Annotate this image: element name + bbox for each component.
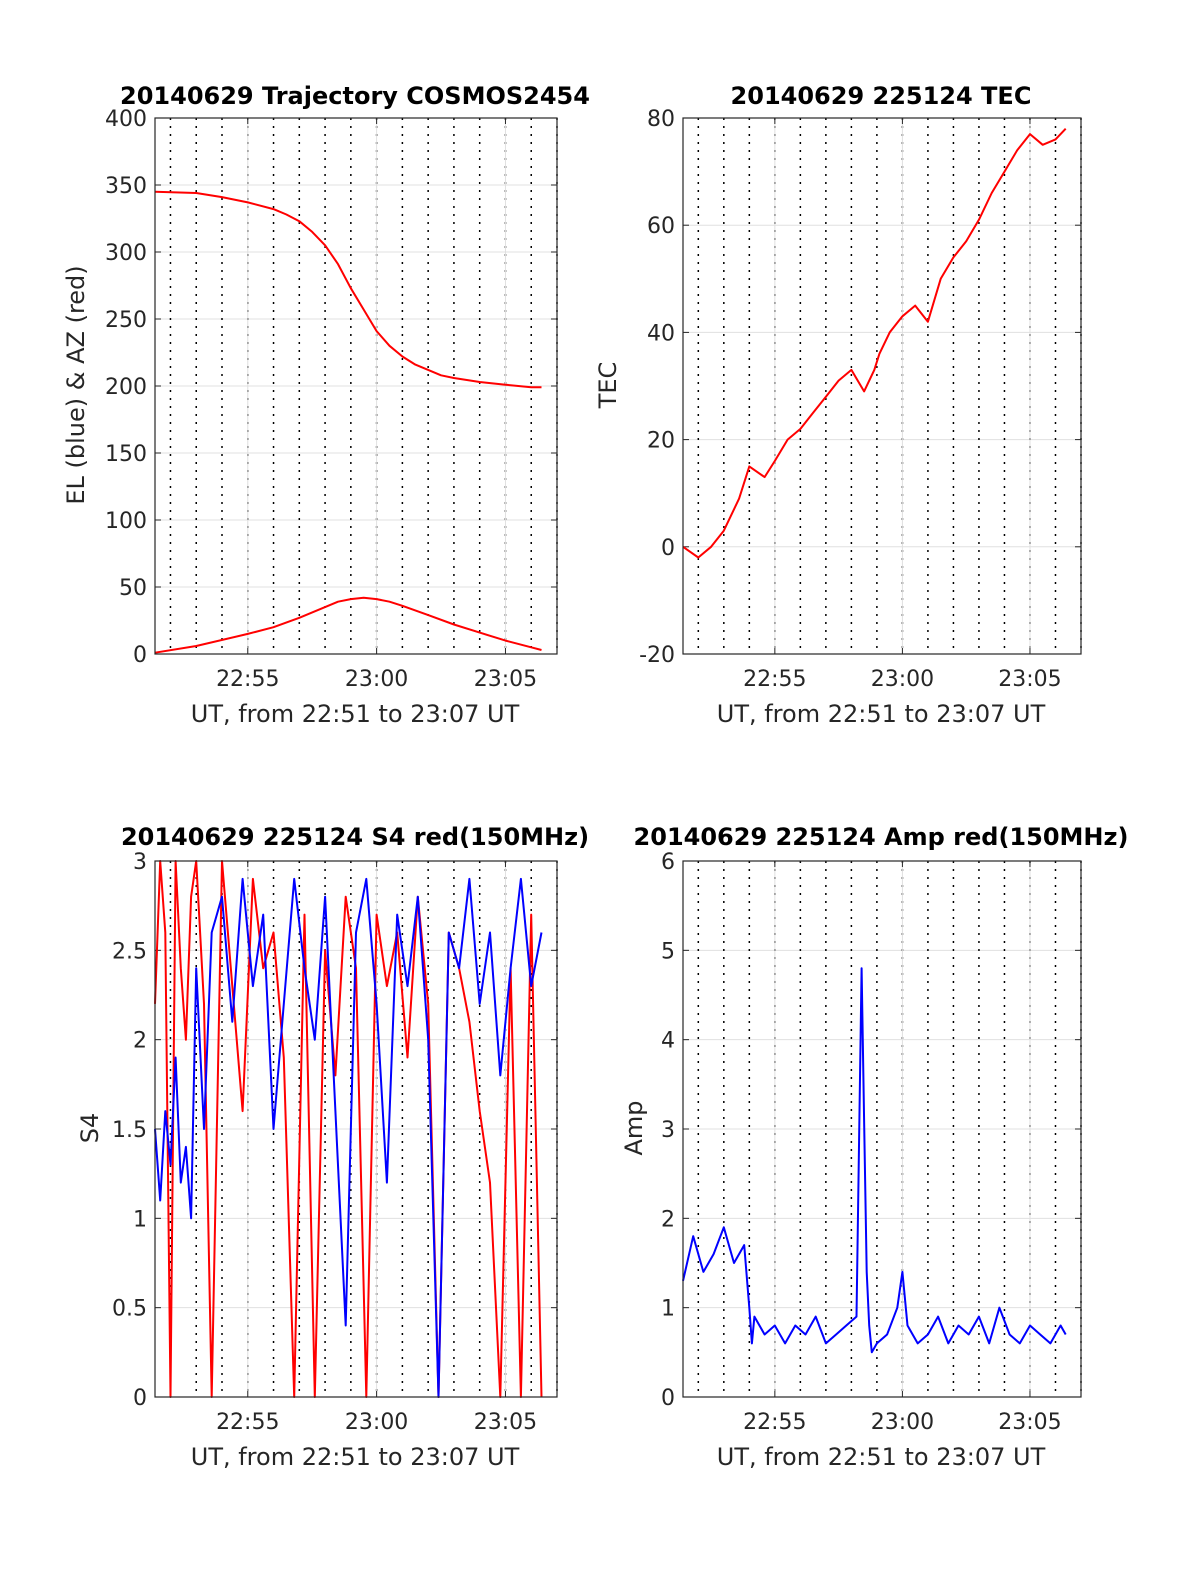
amp-ytick-label: 5 bbox=[661, 939, 675, 964]
trajectory-ytick-label: 150 bbox=[105, 442, 147, 467]
tec-title: 20140629 225124 TEC bbox=[731, 82, 1032, 110]
amp-ytick-label: 4 bbox=[661, 1029, 675, 1054]
tec-ytick-label: 80 bbox=[647, 107, 675, 132]
tec-series-tec bbox=[682, 128, 1067, 559]
tec-ytick-label: 0 bbox=[661, 536, 675, 561]
s4-ytick-label: 0.5 bbox=[112, 1297, 147, 1322]
s4-series-s4_blue bbox=[154, 877, 543, 1398]
tec-panel: 20140629 225124 TEC UT, from 22:51 to 23… bbox=[594, 82, 1082, 728]
tec-ylabel: TEC bbox=[594, 362, 622, 410]
tec-axes-frame bbox=[682, 117, 1082, 655]
trajectory-title: 20140629 Trajectory COSMOS2454 bbox=[120, 82, 590, 110]
amp-title: 20140629 225124 Amp red(150MHz) bbox=[634, 823, 1129, 851]
amp-ytick-label: 6 bbox=[661, 850, 675, 875]
amp-xtick-label: 23:00 bbox=[871, 1410, 934, 1435]
s4-ylabel: S4 bbox=[76, 1113, 104, 1144]
amp-ytick-label: 1 bbox=[661, 1297, 675, 1322]
amp-xlabel: UT, from 22:51 to 23:07 UT bbox=[717, 1443, 1046, 1471]
trajectory-xlabel: UT, from 22:51 to 23:07 UT bbox=[191, 700, 520, 728]
tec-ytick-label: -20 bbox=[639, 643, 675, 668]
trajectory-ytick-label: 0 bbox=[133, 643, 147, 668]
s4-panel: 20140629 225124 S4 red(150MHz) UT, from … bbox=[76, 823, 589, 1471]
trajectory-series-el bbox=[154, 596, 542, 654]
amp-xtick-label: 23:05 bbox=[998, 1410, 1061, 1435]
tec-xtick-label: 22:55 bbox=[743, 667, 806, 692]
s4-axes-frame bbox=[154, 860, 558, 1398]
amp-ylabel: Amp bbox=[620, 1100, 648, 1155]
amp-xtick-label: 22:55 bbox=[743, 1410, 806, 1435]
trajectory-panel: 20140629 Trajectory COSMOS2454 UT, from … bbox=[62, 82, 590, 728]
trajectory-xtick-label: 23:00 bbox=[345, 667, 408, 692]
amp-ytick-label: 3 bbox=[661, 1118, 675, 1143]
trajectory-axes-frame bbox=[154, 117, 558, 655]
trajectory-xtick-label: 22:55 bbox=[216, 667, 279, 692]
s4-ytick-label: 2 bbox=[133, 1029, 147, 1054]
trajectory-ytick-label: 200 bbox=[105, 375, 147, 400]
trajectory-ytick-label: 50 bbox=[119, 576, 147, 601]
amp-axes-frame bbox=[682, 860, 1082, 1398]
s4-xtick-label: 23:05 bbox=[474, 1410, 537, 1435]
amp-ytick-label: 0 bbox=[661, 1386, 675, 1411]
s4-xlabel: UT, from 22:51 to 23:07 UT bbox=[191, 1443, 520, 1471]
s4-ytick-label: 3 bbox=[133, 850, 147, 875]
trajectory-ytick-label: 400 bbox=[105, 107, 147, 132]
s4-ytick-label: 1 bbox=[133, 1207, 147, 1232]
trajectory-series-az bbox=[154, 190, 542, 389]
tec-xtick-label: 23:05 bbox=[998, 667, 1061, 692]
s4-title: 20140629 225124 S4 red(150MHz) bbox=[121, 823, 589, 851]
trajectory-ytick-label: 250 bbox=[105, 308, 147, 333]
trajectory-ylabel: EL (blue) & AZ (red) bbox=[62, 265, 90, 504]
trajectory-ytick-label: 350 bbox=[105, 174, 147, 199]
s4-series-s4_red bbox=[154, 860, 543, 1398]
s4-ytick-label: 1.5 bbox=[112, 1118, 147, 1143]
amp-series-amp bbox=[682, 967, 1067, 1354]
amp-ytick-label: 2 bbox=[661, 1207, 675, 1232]
s4-ytick-label: 0 bbox=[133, 1386, 147, 1411]
trajectory-xtick-label: 23:05 bbox=[474, 667, 537, 692]
tec-ytick-label: 40 bbox=[647, 321, 675, 346]
trajectory-ytick-label: 100 bbox=[105, 509, 147, 534]
s4-xtick-label: 23:00 bbox=[345, 1410, 408, 1435]
tec-ytick-label: 60 bbox=[647, 214, 675, 239]
trajectory-ytick-label: 300 bbox=[105, 241, 147, 266]
tec-xlabel: UT, from 22:51 to 23:07 UT bbox=[717, 700, 1046, 728]
amp-panel: 20140629 225124 Amp red(150MHz) UT, from… bbox=[620, 823, 1128, 1471]
s4-ytick-label: 2.5 bbox=[112, 939, 147, 964]
s4-xtick-label: 22:55 bbox=[216, 1410, 279, 1435]
tec-xtick-label: 23:00 bbox=[871, 667, 934, 692]
tec-ytick-label: 20 bbox=[647, 429, 675, 454]
